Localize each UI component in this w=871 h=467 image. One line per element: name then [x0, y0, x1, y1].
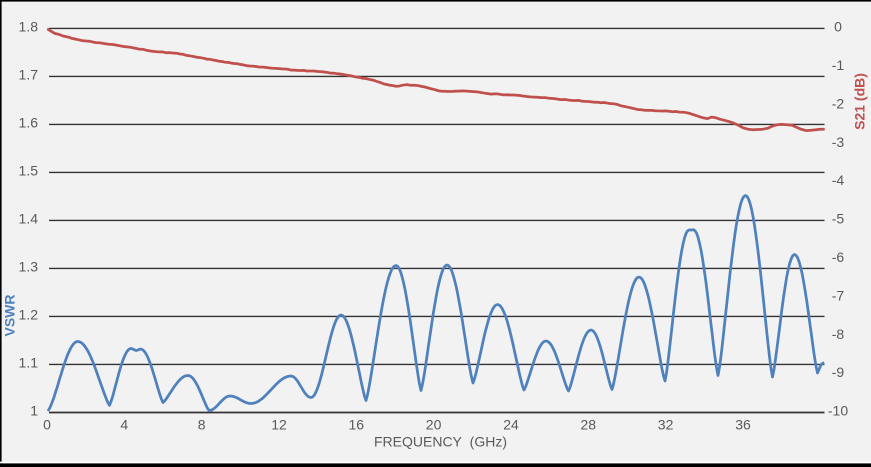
svg-text:-2: -2 [832, 95, 845, 111]
svg-text:8: 8 [198, 417, 206, 433]
svg-text:-5: -5 [832, 211, 845, 227]
svg-text:24: 24 [503, 417, 519, 433]
svg-text:1.6: 1.6 [19, 115, 39, 131]
svg-text:1: 1 [30, 403, 38, 419]
svg-text:4: 4 [120, 417, 128, 433]
svg-text:0: 0 [834, 19, 842, 35]
svg-text:32: 32 [658, 417, 674, 433]
svg-text:-10: -10 [828, 403, 848, 419]
svg-text:FREQUENCY (GHz): FREQUENCY (GHz) [374, 434, 507, 450]
svg-text:36: 36 [735, 417, 751, 433]
svg-text:-7: -7 [832, 287, 845, 303]
svg-text:16: 16 [349, 417, 365, 433]
svg-text:1.7: 1.7 [19, 67, 39, 83]
svg-text:20: 20 [426, 417, 442, 433]
svg-text:1.1: 1.1 [19, 355, 39, 371]
svg-text:1.5: 1.5 [19, 163, 39, 179]
svg-text:1.8: 1.8 [19, 19, 39, 35]
svg-text:-1: -1 [832, 57, 845, 73]
svg-text:-4: -4 [832, 172, 845, 188]
svg-text:-3: -3 [832, 134, 845, 150]
svg-text:1.3: 1.3 [19, 259, 39, 275]
svg-text:S21 (dB): S21 (dB) [852, 73, 868, 130]
svg-text:0: 0 [43, 417, 51, 433]
svg-text:-9: -9 [832, 364, 845, 380]
svg-text:1.2: 1.2 [19, 307, 39, 323]
svg-text:-6: -6 [832, 249, 845, 265]
svg-text:12: 12 [271, 417, 287, 433]
svg-text:VSWR: VSWR [2, 295, 18, 337]
svg-text:1.4: 1.4 [19, 211, 39, 227]
svg-text:28: 28 [581, 417, 597, 433]
svg-text:-8: -8 [832, 326, 845, 342]
